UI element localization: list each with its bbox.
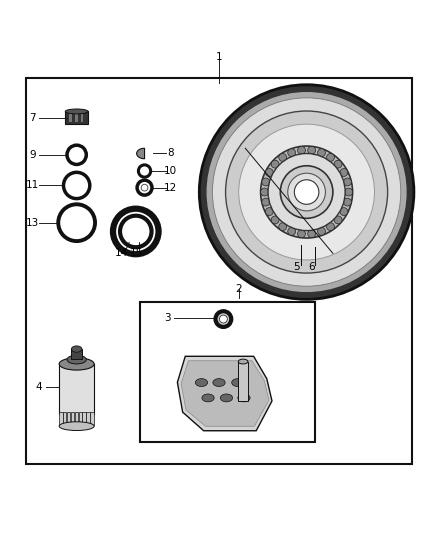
Text: 9: 9 [29,150,36,160]
Circle shape [288,228,296,235]
Text: 2: 2 [235,284,242,294]
Circle shape [308,230,316,238]
Ellipse shape [238,359,248,364]
Circle shape [271,160,279,168]
Text: 15: 15 [130,248,143,259]
Circle shape [308,147,316,154]
Circle shape [124,220,147,243]
Ellipse shape [65,109,88,114]
Bar [59,412,63,425]
Ellipse shape [232,378,244,386]
Text: 8: 8 [167,149,174,158]
Ellipse shape [202,394,214,402]
Circle shape [212,98,401,286]
Circle shape [334,160,342,168]
Circle shape [261,146,353,238]
Circle shape [288,149,296,157]
Circle shape [206,91,407,293]
Circle shape [340,208,348,215]
Ellipse shape [71,346,82,352]
Text: 7: 7 [29,112,36,123]
Circle shape [327,154,335,161]
Ellipse shape [59,358,94,370]
Circle shape [297,230,305,238]
Ellipse shape [67,355,86,364]
Ellipse shape [220,394,233,402]
Bar [81,113,83,123]
Circle shape [318,149,325,157]
Bar [71,412,74,425]
Circle shape [261,188,268,196]
Circle shape [265,168,273,176]
Ellipse shape [213,378,225,386]
Circle shape [340,168,348,176]
Text: 3: 3 [164,313,171,323]
Circle shape [265,208,273,215]
Bar [71,349,82,359]
Circle shape [271,216,279,224]
Circle shape [239,124,374,260]
Circle shape [318,228,325,235]
Polygon shape [137,148,145,159]
Ellipse shape [195,378,208,386]
Circle shape [226,111,388,273]
Ellipse shape [238,394,250,402]
Text: 10: 10 [164,166,177,176]
Circle shape [343,178,351,186]
Text: 11: 11 [26,181,39,190]
Circle shape [199,85,414,300]
Text: 14: 14 [115,248,128,259]
Circle shape [262,178,270,186]
Circle shape [279,154,286,161]
Circle shape [262,198,270,206]
Bar [26,78,412,464]
Text: 5: 5 [293,262,300,271]
Circle shape [288,173,325,211]
Circle shape [215,311,231,327]
Bar [140,302,315,442]
Bar [238,361,248,401]
Bar [63,412,67,425]
Bar [65,111,88,124]
Circle shape [219,315,227,323]
Polygon shape [177,356,272,431]
Bar [75,412,78,425]
Circle shape [280,166,333,219]
Circle shape [268,154,345,231]
Circle shape [294,180,319,204]
Circle shape [343,198,351,206]
Circle shape [345,188,353,196]
Circle shape [279,223,286,231]
Circle shape [297,147,305,154]
Bar [75,113,78,123]
Ellipse shape [59,422,94,431]
Polygon shape [181,361,269,426]
Circle shape [334,216,342,224]
Circle shape [327,223,335,231]
Bar [69,113,72,123]
Bar [90,412,94,425]
Bar [59,364,94,414]
Text: 1: 1 [215,52,223,62]
Text: 6: 6 [308,262,315,271]
Text: 13: 13 [26,217,39,228]
Text: 4: 4 [35,382,42,392]
Bar [78,412,82,425]
Bar [86,412,90,425]
Text: 12: 12 [164,183,177,192]
Bar [82,412,86,425]
Bar [67,412,71,425]
